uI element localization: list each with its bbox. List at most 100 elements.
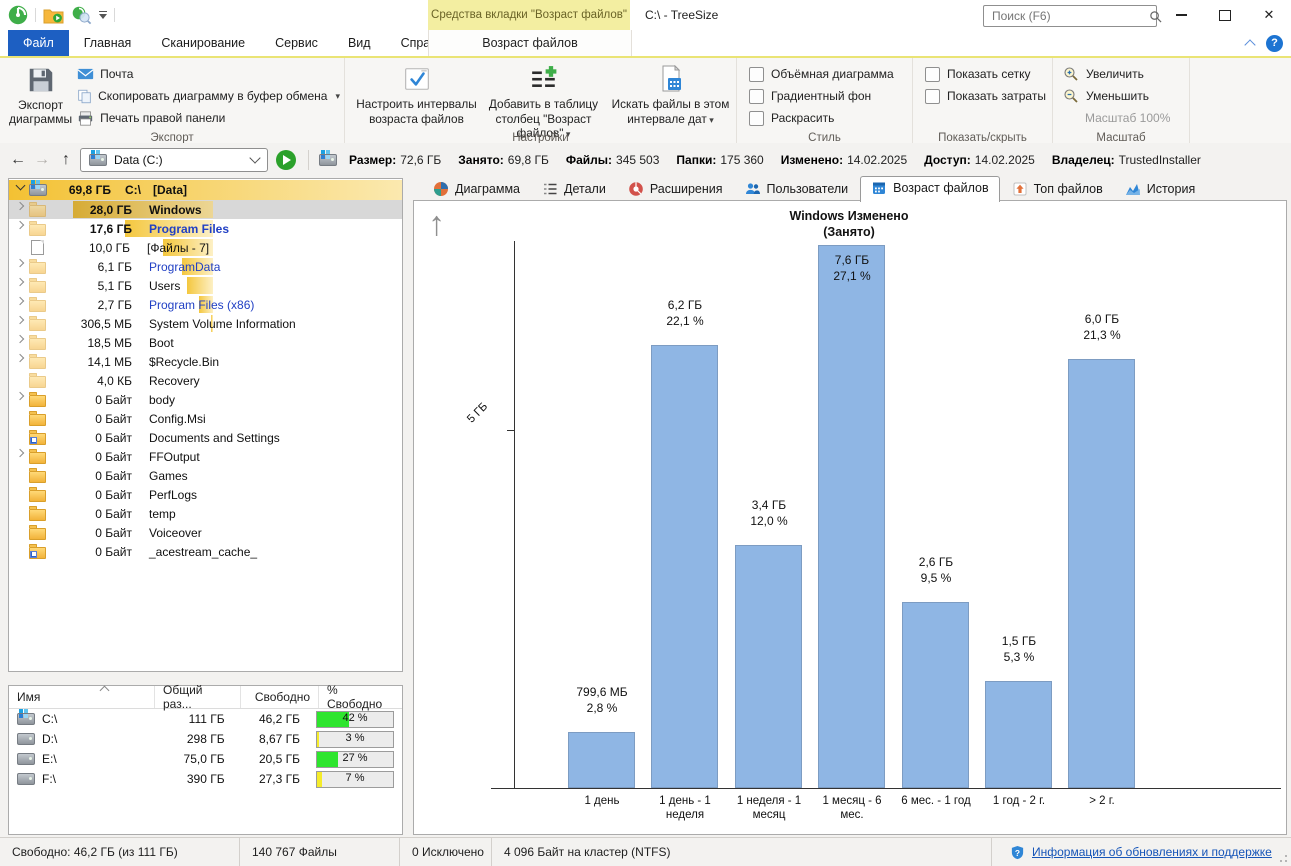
divider <box>114 8 115 22</box>
resize-grip[interactable] <box>1285 860 1287 862</box>
menu-tools[interactable]: Сервис <box>275 36 318 50</box>
tree-item-size: 306,5 МБ <box>80 316 132 331</box>
tree-row[interactable]: 306,5 МБ System Volume Information <box>9 314 402 333</box>
drive-row[interactable]: F:\ 390 ГБ 27,3 ГБ 7 % <box>9 769 402 789</box>
dropdown-caret-icon[interactable]: ▾ <box>335 90 340 101</box>
age-bar[interactable] <box>818 245 885 788</box>
up-icon[interactable]: ↑ <box>62 150 70 168</box>
chevron-down-icon[interactable] <box>249 152 261 164</box>
tab-list[interactable]: Детали <box>532 178 616 201</box>
checkbox-icon[interactable] <box>749 110 764 126</box>
drive-row[interactable]: C:\ 111 ГБ 46,2 ГБ 42 % <box>9 709 402 729</box>
ribbon-checkbox[interactable]: Показать затраты <box>919 85 1048 107</box>
tree-row[interactable]: 10,0 ГБ [Файлы - 7] <box>9 238 402 257</box>
menu-scan[interactable]: Сканирование <box>161 36 246 50</box>
ribbon-big-button[interactable]: Настроить интервалы возраста файлов <box>355 63 478 129</box>
tree-row[interactable]: 0 Байт Games <box>9 466 402 485</box>
menu-file[interactable]: Файл <box>8 30 69 56</box>
ribbon-big-button[interactable]: Добавить в таблицу столбец "Возраст файл… <box>482 63 605 140</box>
tab-extensions[interactable]: Расширения <box>618 178 733 201</box>
view-tabs: Диаграмма Детали Расширения Пользователи Воз… <box>413 176 1287 202</box>
ribbon-button[interactable]: Скопировать диаграмму в буфер обмена ▾ <box>77 85 340 107</box>
tree-row[interactable]: 0 Байт PerfLogs <box>9 485 402 504</box>
tree-row[interactable]: 0 Байт FFOutput <box>9 447 402 466</box>
age-bar[interactable] <box>1068 359 1135 788</box>
tab-pie[interactable]: Диаграмма <box>423 178 530 201</box>
ribbon-checkbox[interactable]: Объёмная диаграмма <box>743 63 908 85</box>
tree-row[interactable]: 17,6 ГБ Program Files <box>9 219 402 238</box>
checkbox-icon[interactable] <box>749 88 764 104</box>
contextual-tab-header[interactable]: Средства вкладки "Возраст файлов" <box>428 0 630 30</box>
search-box[interactable] <box>983 5 1162 27</box>
age-bar[interactable] <box>902 602 969 788</box>
column-header-total[interactable]: Общий раз... <box>155 683 241 711</box>
checkbox-icon[interactable] <box>925 88 940 104</box>
tree-row[interactable]: 0 Байт Documents and Settings <box>9 428 402 447</box>
back-icon[interactable]: ← <box>10 150 26 168</box>
age-bar[interactable] <box>568 732 635 788</box>
tab-calendar[interactable]: Возраст файлов <box>860 176 1000 202</box>
folder-icon <box>29 335 46 350</box>
ribbon-button[interactable]: Почта <box>77 63 340 85</box>
ribbon-checkbox[interactable]: Градиентный фон <box>743 85 908 107</box>
scan-folder-icon[interactable] <box>43 7 64 24</box>
ribbon-checkbox[interactable]: Показать сетку <box>919 63 1048 85</box>
dropdown-caret-icon[interactable]: ▾ <box>563 129 571 140</box>
close-button[interactable]: ✕ <box>1263 7 1275 22</box>
checkbox-icon[interactable] <box>749 66 764 82</box>
update-info-link[interactable]: Информация об обновлениях и поддержке <box>1032 845 1272 859</box>
pie-icon <box>433 181 449 197</box>
go-up-icon[interactable]: ↑ <box>428 205 445 243</box>
ribbon-button[interactable]: Уменьшить <box>1059 85 1185 107</box>
age-bar[interactable] <box>735 545 802 788</box>
tree-item-size: 0 Байт <box>95 430 132 445</box>
ribbon-button[interactable]: Увеличить <box>1059 63 1185 85</box>
tree-row[interactable]: 14,1 МБ $Recycle.Bin <box>9 352 402 371</box>
tree-row[interactable]: 0 Байт Config.Msi <box>9 409 402 428</box>
tab-users[interactable]: Пользователи <box>735 178 859 201</box>
drive-row[interactable]: E:\ 75,0 ГБ 20,5 ГБ 27 % <box>9 749 402 769</box>
tree-row[interactable]: 28,0 ГБ Windows <box>9 200 402 219</box>
search-input[interactable] <box>990 8 1149 24</box>
ribbon-tab-file-age[interactable]: Возраст файлов <box>428 30 632 56</box>
tree-row[interactable]: 0 Байт body <box>9 390 402 409</box>
menu-view[interactable]: Вид <box>347 36 371 50</box>
search-scan-icon[interactable] <box>71 5 92 25</box>
tree-row[interactable]: 18,5 МБ Boot <box>9 333 402 352</box>
drive-row[interactable]: D:\ 298 ГБ 8,67 ГБ 3 % <box>9 729 402 749</box>
quick-access-dropdown-icon[interactable] <box>99 10 107 20</box>
path-combobox[interactable]: Data (C:) <box>80 147 268 172</box>
checkbox-icon[interactable] <box>925 66 940 82</box>
help-icon[interactable]: ? <box>1266 34 1283 52</box>
tree-row[interactable]: 2,7 ГБ Program Files (x86) <box>9 295 402 314</box>
tab-top[interactable]: Топ файлов <box>1002 178 1113 201</box>
collapse-ribbon-icon[interactable] <box>1244 39 1256 51</box>
start-scan-button[interactable] <box>276 149 296 170</box>
menu-home[interactable]: Главная <box>83 36 132 50</box>
age-bar[interactable] <box>985 681 1052 788</box>
tree-row[interactable]: 5,1 ГБ Users <box>9 276 402 295</box>
column-header-free[interactable]: Свободно <box>241 686 319 708</box>
dropdown-caret-icon[interactable]: ▾ <box>706 114 714 125</box>
minimize-button[interactable] <box>1159 0 1203 30</box>
ribbon-checkbox[interactable]: Раскрасить <box>743 107 908 129</box>
ribbon-big-button[interactable]: Искать файлы в этом интервале дат ▾ <box>609 63 732 129</box>
column-header-pct-free[interactable]: % Свободно <box>327 683 383 711</box>
export-chart-button[interactable]: Экспорт диаграммы <box>6 63 75 129</box>
ribbon-button[interactable]: Печать правой панели <box>77 107 340 129</box>
age-bar[interactable] <box>651 345 718 788</box>
tree-root-row[interactable]: 69,8 ГБ C:\ [Data] <box>9 180 402 200</box>
tree-row[interactable]: 0 Байт _acestream_cache_ <box>9 542 402 561</box>
tree-row[interactable]: 0 Байт temp <box>9 504 402 523</box>
column-header-name[interactable]: Имя <box>9 685 155 708</box>
forward-icon[interactable]: → <box>34 150 50 168</box>
maximize-button[interactable] <box>1203 0 1247 30</box>
tree-row[interactable]: 4,0 КБ Recovery <box>9 371 402 390</box>
ribbon-group-label: Стиль <box>808 132 841 144</box>
chart-x-axis <box>491 788 1281 789</box>
tab-history[interactable]: История <box>1115 178 1205 201</box>
list-icon <box>542 181 558 197</box>
tree-row[interactable]: 6,1 ГБ ProgramData <box>9 257 402 276</box>
tree-row[interactable]: 0 Байт Voiceover <box>9 523 402 542</box>
drive-pct-cell: 3 % <box>308 730 402 748</box>
